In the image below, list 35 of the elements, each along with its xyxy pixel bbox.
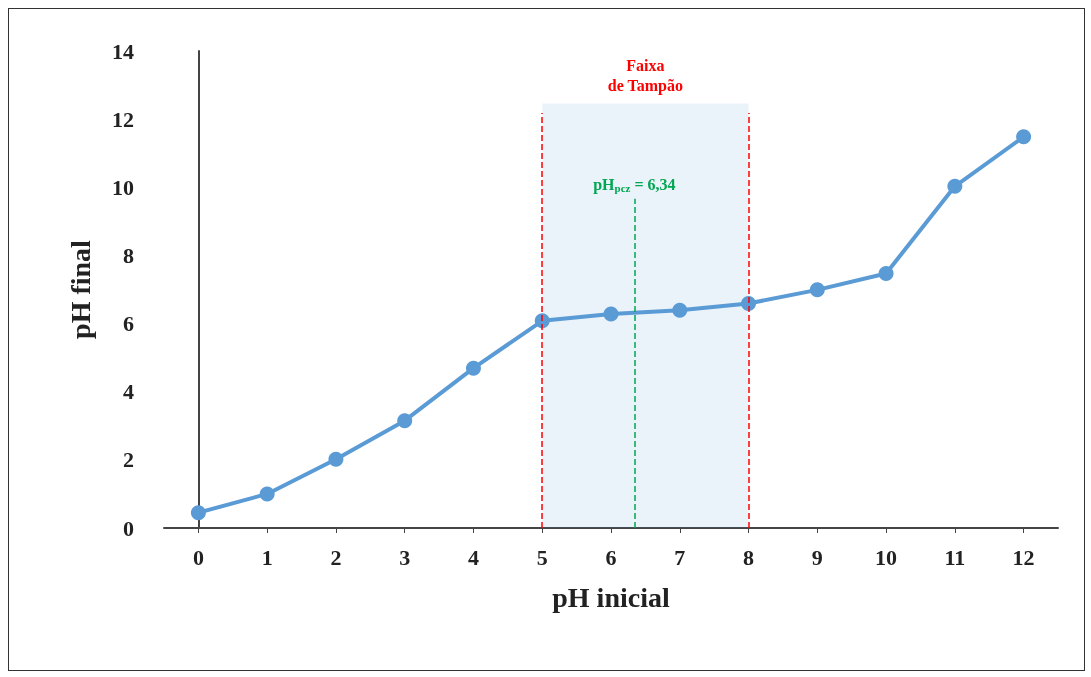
point: [878, 265, 894, 281]
y-tick-label: 12: [112, 106, 134, 132]
x-tick-label: 7: [674, 544, 686, 570]
y-axis-title: pH final: [64, 239, 96, 339]
point: [672, 302, 688, 318]
x-tick-label: 9: [811, 544, 823, 570]
x-axis-title: pH inicial: [552, 581, 670, 613]
point: [397, 413, 413, 429]
y-tick-label: 14: [112, 38, 134, 64]
point: [809, 282, 825, 298]
x-tick-label: 3: [399, 544, 411, 570]
y-tick-label: 0: [123, 515, 134, 541]
y-tick-label: 6: [123, 311, 134, 337]
y-tick-label: 2: [123, 447, 134, 473]
point: [947, 178, 963, 194]
point: [328, 451, 344, 467]
point: [190, 505, 206, 521]
y-tick-label: 10: [112, 174, 134, 200]
x-tick-label: 12: [1012, 544, 1035, 570]
x-tick-label: 0: [192, 544, 204, 570]
y-tick-label: 8: [123, 242, 134, 268]
point: [465, 360, 481, 376]
point: [259, 486, 275, 502]
x-tick-label: 5: [536, 544, 548, 570]
band-label: Faixa de Tampão: [607, 56, 683, 95]
x-tick-label: 2: [330, 544, 342, 570]
x-tick-label: 1: [261, 544, 273, 570]
point: [1016, 129, 1032, 145]
x-tick-label: 11: [944, 544, 966, 570]
x-tick-label: 6: [605, 544, 617, 570]
y-tick-label: 4: [123, 379, 134, 405]
x-tick-label: 10: [875, 544, 898, 570]
x-tick-label: 4: [467, 544, 479, 570]
x-tick-label: 8: [743, 544, 755, 570]
point: [603, 306, 619, 322]
